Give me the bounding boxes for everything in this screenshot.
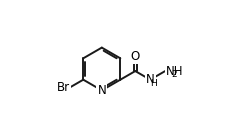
Text: N: N — [98, 84, 106, 97]
Text: H: H — [150, 79, 157, 88]
Text: NH: NH — [166, 65, 183, 78]
Text: 2: 2 — [172, 70, 177, 79]
Text: Br: Br — [56, 81, 70, 94]
Text: N: N — [146, 73, 155, 86]
Text: O: O — [131, 50, 140, 63]
